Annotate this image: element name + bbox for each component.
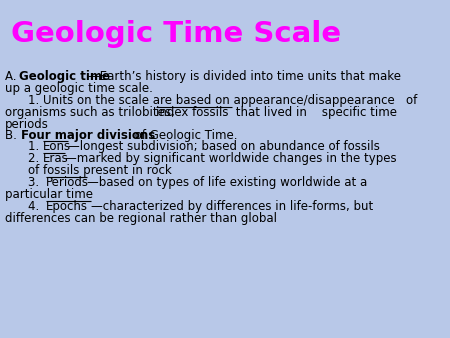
Text: up a geologic time scale.: up a geologic time scale. (5, 81, 153, 95)
Text: —characterized by differences in life-forms, but: —characterized by differences in life-fo… (91, 200, 373, 213)
Text: 2.: 2. (28, 152, 43, 165)
Text: 1.: 1. (28, 140, 43, 153)
Text: —longest subdivision; based on abundance of fossils: —longest subdivision; based on abundance… (68, 140, 380, 153)
Text: —Earth’s history is divided into time units that make: —Earth’s history is divided into time un… (88, 70, 401, 82)
Text: particular time: particular time (5, 188, 93, 201)
Text: B.: B. (5, 129, 24, 142)
Text: —based on types of life existing worldwide at a: —based on types of life existing worldwi… (87, 176, 367, 189)
Text: Periods: Periods (46, 176, 89, 189)
Text: Eons: Eons (43, 140, 71, 153)
Text: that lived in    specific time: that lived in specific time (232, 106, 397, 119)
Text: Four major divisions: Four major divisions (21, 129, 155, 142)
Text: organisms such as trilobites,: organisms such as trilobites, (5, 106, 179, 119)
Text: 1. Units on the scale are based on appearance/disappearance   of: 1. Units on the scale are based on appea… (28, 94, 417, 106)
Text: 3.: 3. (28, 176, 47, 189)
Text: Eras: Eras (43, 152, 69, 165)
Text: Geologic time: Geologic time (19, 70, 110, 82)
Text: periods: periods (5, 118, 49, 131)
Text: differences can be regional rather than global: differences can be regional rather than … (5, 212, 277, 225)
Text: index fossils: index fossils (156, 106, 229, 119)
Text: of fossils present in rock: of fossils present in rock (28, 164, 172, 177)
Text: A.: A. (5, 70, 20, 82)
Text: of Geologic Time.: of Geologic Time. (131, 129, 238, 142)
Text: 4.: 4. (28, 200, 47, 213)
Text: Epochs: Epochs (46, 200, 88, 213)
Text: Geologic Time Scale: Geologic Time Scale (11, 20, 342, 48)
Text: —marked by significant worldwide changes in the types: —marked by significant worldwide changes… (65, 152, 396, 165)
